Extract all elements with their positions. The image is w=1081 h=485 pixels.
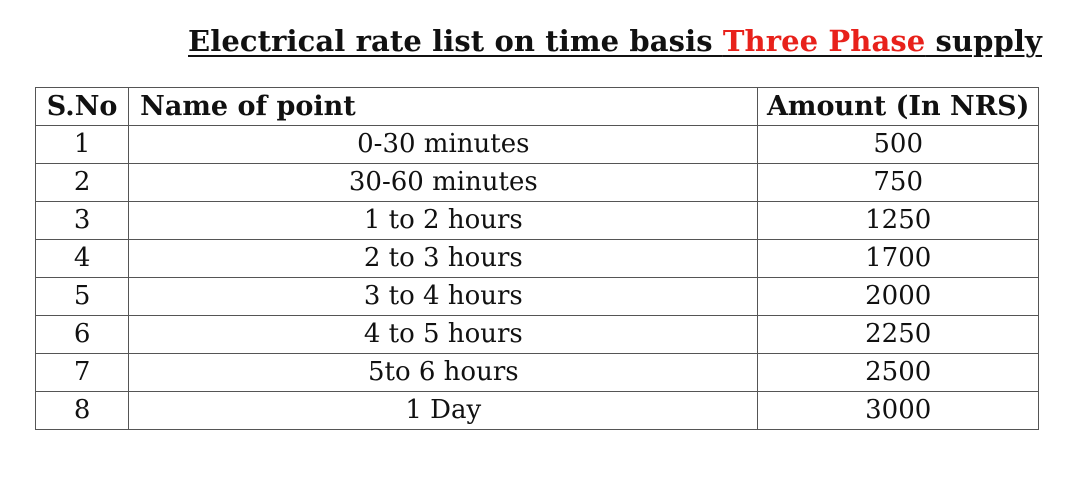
cell-name: 30-60 minutes: [128, 163, 759, 202]
cell-sno: 7: [34, 353, 130, 392]
cell-amount: 2000: [757, 277, 1039, 316]
cell-amount: 1250: [757, 201, 1039, 240]
cell-sno: 6: [34, 315, 130, 354]
title-highlight-three-phase: Three Phase: [722, 24, 926, 58]
cell-name: 2 to 3 hours: [128, 239, 759, 278]
cell-name: 5to 6 hours: [128, 353, 759, 392]
table-row: 5 3 to 4 hours 2000: [34, 277, 1039, 316]
cell-sno: 2: [34, 163, 130, 202]
cell-name: 1 to 2 hours: [128, 201, 759, 240]
table-row: 4 2 to 3 hours 1700: [34, 239, 1039, 278]
header-sno: S.No: [34, 87, 130, 126]
cell-sno: 3: [34, 201, 130, 240]
cell-amount: 2250: [757, 315, 1039, 354]
table-row: 3 1 to 2 hours 1250: [34, 201, 1039, 240]
cell-sno: 4: [34, 239, 130, 278]
cell-sno: 8: [34, 391, 130, 430]
cell-sno: 5: [34, 277, 130, 316]
table-row: 2 30-60 minutes 750: [34, 163, 1039, 202]
table-row: 6 4 to 5 hours 2250: [34, 315, 1039, 354]
cell-amount: 2500: [757, 353, 1039, 392]
cell-amount: 1700: [757, 239, 1039, 278]
table-row: 8 1 Day 3000: [34, 391, 1039, 430]
rate-table: S.No Name of point Amount (In NRS) 1 0-3…: [34, 87, 1039, 430]
table-body: 1 0-30 minutes 500 2 30-60 minutes 750 3…: [34, 125, 1039, 430]
page-title: Electrical rate list on time basis Three…: [188, 22, 1042, 60]
header-name-of-point: Name of point: [128, 87, 759, 126]
cell-amount: 3000: [757, 391, 1039, 430]
cell-amount: 500: [757, 125, 1039, 164]
title-text-end: supply: [925, 24, 1042, 58]
title-text-start: Electrical rate list on time basis: [188, 24, 723, 58]
table-header: S.No Name of point Amount (In NRS): [34, 87, 1039, 126]
cell-amount: 750: [757, 163, 1039, 202]
table-row: 7 5to 6 hours 2500: [34, 353, 1039, 392]
header-amount: Amount (In NRS): [757, 87, 1039, 126]
cell-name: 4 to 5 hours: [128, 315, 759, 354]
table-row: 1 0-30 minutes 500: [34, 125, 1039, 164]
cell-name: 1 Day: [128, 391, 759, 430]
table-header-row: S.No Name of point Amount (In NRS): [34, 87, 1039, 126]
cell-sno: 1: [34, 125, 130, 164]
cell-name: 3 to 4 hours: [128, 277, 759, 316]
cell-name: 0-30 minutes: [128, 125, 759, 164]
